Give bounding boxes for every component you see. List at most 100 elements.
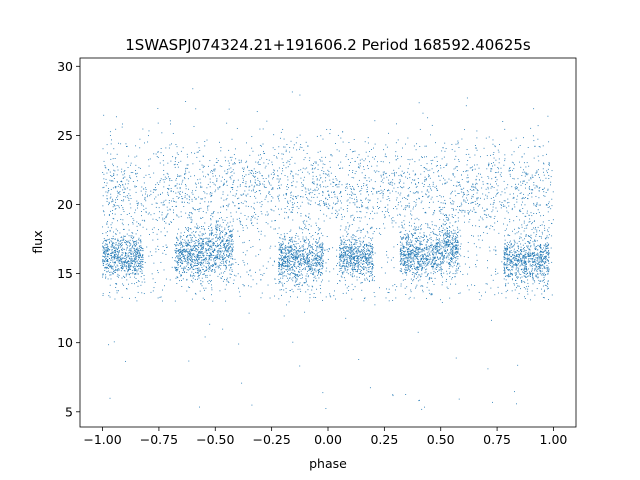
data-point — [106, 239, 108, 241]
data-point — [136, 262, 138, 264]
data-point — [410, 245, 412, 247]
data-point — [454, 252, 456, 254]
data-point — [214, 257, 216, 259]
data-point — [191, 240, 193, 242]
data-point — [280, 250, 282, 252]
data-point — [536, 246, 537, 248]
data-point — [504, 252, 506, 254]
data-point — [207, 264, 209, 266]
data-point — [140, 262, 142, 264]
data-point — [435, 245, 437, 247]
data-point — [359, 237, 361, 239]
data-point — [518, 246, 520, 248]
data-point — [128, 264, 129, 266]
data-point — [340, 260, 342, 262]
data-point — [481, 176, 483, 178]
data-point — [511, 254, 513, 256]
data-point — [540, 265, 542, 267]
data-point — [350, 247, 352, 249]
data-point — [122, 267, 124, 269]
data-point — [179, 249, 181, 250]
data-point — [409, 257, 410, 259]
data-point — [412, 244, 414, 246]
data-point — [289, 237, 290, 238]
data-point — [195, 265, 197, 267]
data-point — [351, 246, 353, 248]
data-point — [192, 259, 194, 260]
data-point — [224, 227, 226, 229]
data-point — [363, 268, 365, 270]
data-point — [422, 249, 424, 251]
data-point — [449, 276, 451, 277]
data-point — [529, 236, 530, 237]
data-point — [440, 252, 442, 254]
data-point — [122, 258, 124, 260]
data-point — [202, 239, 204, 241]
data-point — [521, 261, 523, 263]
data-point — [210, 281, 212, 283]
data-point — [510, 261, 512, 262]
data-point — [204, 232, 206, 234]
data-point — [315, 250, 317, 252]
data-point — [517, 245, 519, 247]
data-point — [193, 252, 195, 254]
data-point — [534, 240, 536, 242]
data-point — [454, 273, 456, 275]
data-point — [352, 234, 354, 236]
data-point — [360, 230, 362, 232]
data-point — [114, 255, 116, 257]
data-point — [512, 261, 514, 263]
data-point — [406, 256, 408, 258]
data-point — [117, 250, 119, 252]
data-point — [139, 262, 141, 264]
data-point — [259, 172, 261, 174]
data-point — [417, 271, 418, 273]
data-point — [206, 254, 208, 256]
data-point — [312, 264, 314, 266]
data-point — [203, 270, 205, 272]
data-point — [294, 285, 296, 287]
data-point — [303, 244, 305, 246]
data-point — [215, 246, 217, 248]
data-point — [282, 260, 284, 262]
data-point — [413, 261, 415, 263]
data-point — [448, 230, 450, 232]
data-point — [283, 272, 285, 274]
data-point — [504, 270, 506, 272]
data-point — [123, 235, 125, 237]
data-point — [226, 277, 228, 279]
data-point — [365, 256, 367, 258]
data-point — [196, 255, 198, 257]
data-point — [308, 268, 310, 270]
data-point — [370, 252, 372, 254]
data-point — [210, 234, 212, 236]
data-point — [422, 208, 424, 210]
data-point — [217, 188, 219, 190]
data-point — [547, 280, 549, 282]
data-point — [111, 249, 113, 250]
data-point — [428, 260, 430, 262]
data-point — [450, 231, 452, 233]
data-point — [294, 261, 296, 263]
data-point — [181, 267, 183, 269]
data-point — [299, 256, 301, 258]
data-point — [368, 262, 370, 264]
data-point — [210, 244, 212, 246]
data-point — [197, 255, 199, 257]
data-point — [293, 246, 295, 248]
data-point — [277, 261, 279, 263]
data-point — [282, 265, 283, 267]
data-point — [138, 257, 140, 259]
data-point — [545, 285, 547, 286]
data-point — [316, 264, 318, 266]
data-point — [280, 244, 282, 246]
data-point — [293, 263, 295, 265]
data-point — [365, 267, 367, 269]
data-point — [308, 257, 310, 259]
data-point — [523, 275, 525, 277]
data-point — [315, 261, 316, 263]
data-point — [166, 214, 168, 216]
data-point — [312, 258, 314, 260]
data-point — [141, 281, 143, 283]
data-point — [405, 269, 407, 271]
